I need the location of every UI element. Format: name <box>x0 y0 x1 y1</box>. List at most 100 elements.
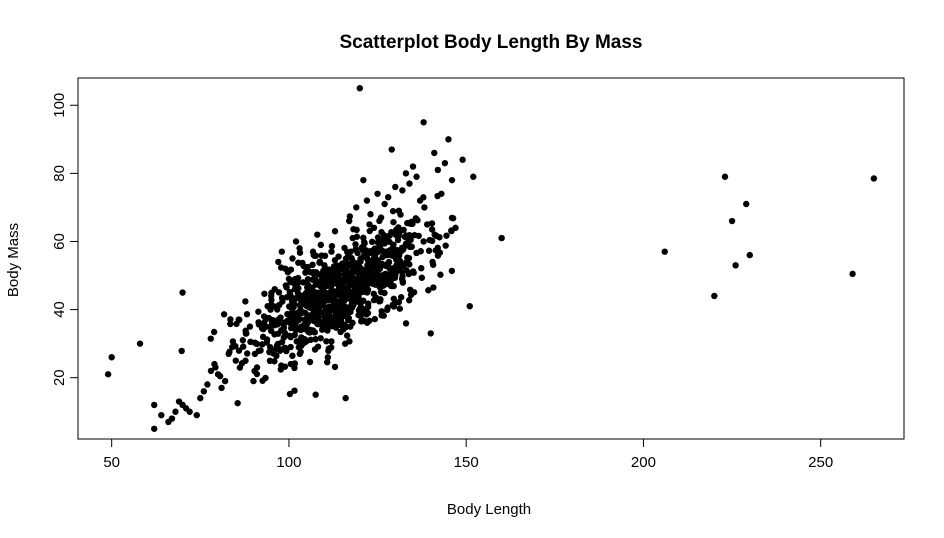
data-point <box>292 238 300 245</box>
data-point <box>214 371 222 378</box>
data-point <box>353 283 361 291</box>
data-point <box>326 266 333 273</box>
data-point <box>264 302 271 310</box>
data-point <box>281 344 289 351</box>
data-point <box>429 258 436 266</box>
data-point <box>289 255 296 262</box>
data-point <box>448 176 456 184</box>
data-point <box>317 292 324 299</box>
data-point <box>271 358 278 365</box>
data-point <box>310 251 317 259</box>
data-point <box>298 323 305 330</box>
data-point <box>239 337 247 344</box>
data-point <box>438 190 445 197</box>
data-point <box>229 343 236 351</box>
data-point <box>354 298 361 305</box>
data-point <box>324 354 332 361</box>
data-point <box>413 173 420 180</box>
data-point <box>743 200 750 208</box>
data-point <box>459 156 466 163</box>
data-point <box>346 217 353 225</box>
data-point <box>403 232 410 239</box>
data-point <box>193 411 200 419</box>
data-point <box>374 271 381 279</box>
data-point <box>253 340 261 348</box>
data-point <box>344 278 351 285</box>
data-point <box>286 390 294 398</box>
data-point <box>400 226 407 234</box>
data-point <box>301 299 308 306</box>
data-point <box>310 275 317 283</box>
data-point <box>445 136 452 143</box>
data-point <box>388 229 395 236</box>
data-point <box>352 241 359 248</box>
data-point <box>395 298 403 306</box>
data-point <box>470 173 477 180</box>
data-point <box>331 228 339 235</box>
data-point <box>498 234 505 242</box>
data-point <box>243 311 251 318</box>
plot-frame <box>77 77 905 440</box>
data-point <box>368 247 375 255</box>
data-point <box>428 220 436 227</box>
data-point <box>409 163 417 170</box>
data-point <box>870 175 878 182</box>
data-point <box>442 242 449 249</box>
data-point <box>337 328 344 336</box>
data-point <box>325 296 332 304</box>
data-point <box>255 308 262 315</box>
data-point <box>314 343 322 350</box>
data-point <box>356 85 364 92</box>
data-point <box>287 292 294 300</box>
data-point <box>243 330 250 337</box>
data-point <box>260 313 268 320</box>
data-point <box>390 218 397 226</box>
data-point <box>324 322 332 329</box>
data-point <box>353 260 360 267</box>
data-point <box>339 312 346 319</box>
data-point <box>364 303 372 311</box>
data-point <box>441 159 449 167</box>
data-point <box>341 321 349 329</box>
data-point <box>287 360 295 368</box>
data-point <box>412 215 420 222</box>
data-point <box>104 371 112 378</box>
data-point <box>281 329 288 337</box>
data-point <box>290 300 298 307</box>
data-point <box>271 331 278 338</box>
data-point <box>427 330 434 337</box>
data-point <box>363 311 370 318</box>
data-point <box>314 307 322 315</box>
data-point <box>178 347 185 355</box>
data-point <box>376 297 384 305</box>
data-point <box>373 265 380 272</box>
data-point <box>158 411 165 419</box>
data-point <box>324 327 331 334</box>
data-point <box>431 149 438 157</box>
data-point <box>359 270 366 277</box>
data-point <box>271 285 278 293</box>
data-point <box>405 297 413 304</box>
data-point <box>386 271 393 278</box>
data-point <box>355 311 362 319</box>
data-point <box>402 170 410 177</box>
data-point <box>358 318 365 325</box>
data-point <box>392 231 400 239</box>
data-point <box>363 289 371 296</box>
data-point <box>297 348 304 356</box>
data-point <box>385 277 393 284</box>
data-point <box>421 204 428 211</box>
y-axis-label: Body Mass <box>5 223 22 297</box>
data-point <box>347 308 354 316</box>
data-point <box>448 214 456 222</box>
data-point <box>395 207 403 215</box>
data-point <box>287 333 294 341</box>
data-point <box>328 242 336 250</box>
data-point <box>303 289 310 296</box>
data-point <box>347 288 354 295</box>
data-point <box>360 176 367 184</box>
data-point <box>399 277 406 285</box>
data-point <box>291 280 298 287</box>
